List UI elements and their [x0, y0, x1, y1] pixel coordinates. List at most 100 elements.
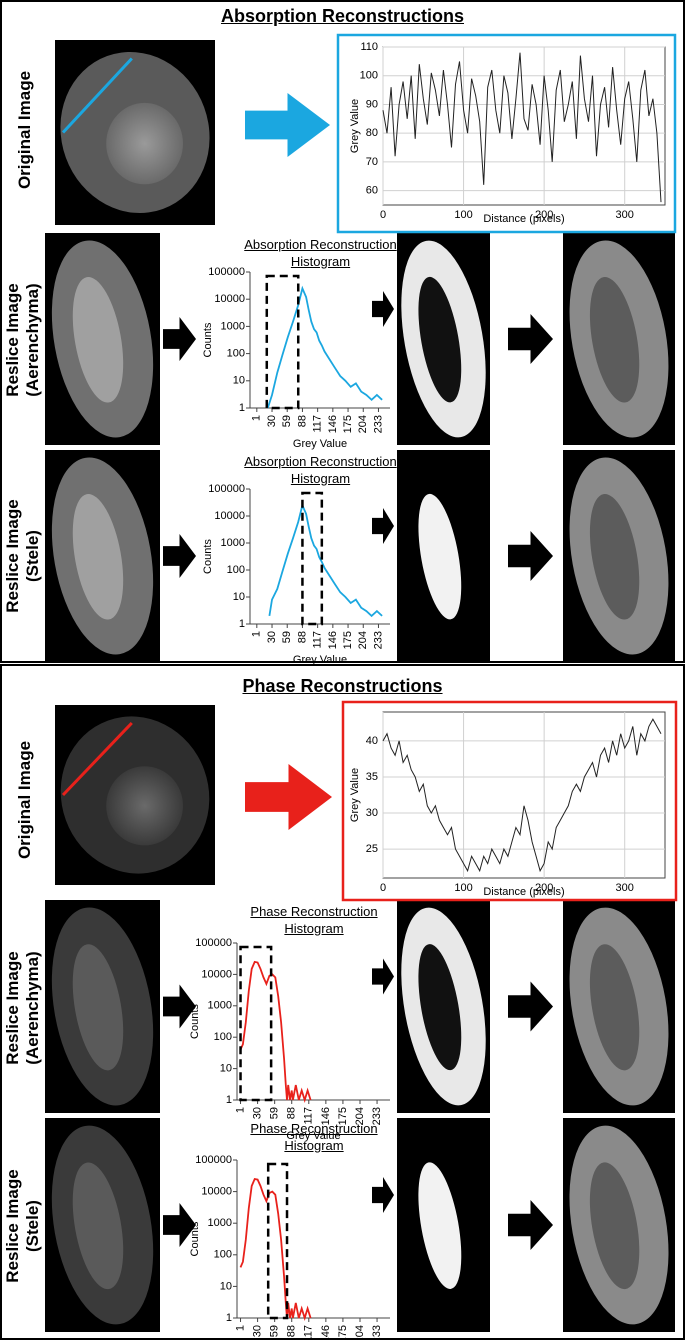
x-axis-label: Grey Value: [293, 654, 347, 666]
x-tick-label: 88: [286, 1107, 298, 1119]
y-tick-label: 10: [220, 1280, 232, 1292]
x-tick-label: 100: [454, 882, 472, 894]
section-border: [0, 664, 685, 1340]
image-stele: [418, 493, 462, 620]
x-tick-label: 233: [371, 1325, 383, 1340]
x-tick-label: 300: [616, 882, 634, 894]
y-tick-label: 1: [239, 402, 245, 414]
profile-line: [61, 721, 133, 797]
arrow: [163, 984, 196, 1029]
chart-title: Phase Reconstruction Histogram: [250, 904, 378, 936]
profile-line: [61, 57, 133, 134]
images: [45, 40, 675, 1332]
y-tick-label: 10000: [214, 293, 245, 305]
x-tick-label: 100: [454, 209, 472, 221]
image-stele: [72, 1162, 124, 1290]
image-stele: [589, 494, 640, 620]
row-label: Reslice Image (Stele): [3, 499, 42, 613]
x-tick-label: 175: [342, 415, 354, 433]
y-tick-label: 1: [226, 1094, 232, 1106]
x-tick-label: 300: [616, 209, 634, 221]
image-stele: [106, 766, 183, 846]
histogram-line: [239, 960, 312, 1104]
x-tick-label: 146: [327, 415, 339, 433]
image-stele: [418, 276, 462, 403]
image-stele: [589, 944, 640, 1071]
y-tick-label: 1: [226, 1312, 232, 1324]
x-tick-label: 117: [312, 631, 324, 649]
x-tick-label: 204: [357, 631, 369, 649]
x-tick-label: 146: [320, 1107, 332, 1125]
y-tick-label: 100000: [195, 1154, 232, 1166]
row-label: Reslice Image (Aerenchyma): [3, 951, 42, 1065]
y-tick-label: 30: [366, 807, 378, 819]
section-border: [0, 0, 685, 663]
arrow: [163, 317, 196, 361]
chart-title: Absorption Reconstruction Histogram: [244, 454, 397, 486]
x-tick-label: 1: [234, 1325, 246, 1331]
y-tick-label: 70: [366, 156, 378, 168]
histogram-line: [266, 285, 383, 409]
x-tick-label: 59: [269, 1325, 281, 1337]
y-tick-label: 100: [214, 1249, 232, 1261]
row-label: Reslice Image (Stele): [3, 1169, 42, 1283]
y-tick-label: 100: [214, 1031, 232, 1043]
y-tick-label: 100000: [208, 483, 245, 495]
x-tick-label: 1: [251, 631, 263, 637]
arrow: [245, 93, 330, 157]
image-stele: [72, 494, 124, 620]
histogram-line: [239, 1177, 312, 1322]
row-label: Original Image: [15, 70, 34, 190]
x-axis-label: Distance (pixels): [483, 886, 564, 898]
y-tick-label: 60: [366, 185, 378, 197]
x-tick-label: 59: [281, 415, 293, 427]
x-tick-label: 88: [286, 1325, 298, 1337]
y-tick-label: 10: [233, 591, 245, 603]
y-tick-label: 10: [233, 375, 245, 387]
arrow: [245, 764, 332, 830]
profile-line: [382, 718, 662, 873]
highlight-box: [265, 274, 300, 410]
row-label: Original Image: [15, 740, 34, 860]
x-axis-label: Grey Value: [286, 1130, 340, 1142]
x-tick-label: 0: [380, 209, 386, 221]
y-tick-label: 110: [360, 41, 378, 53]
x-tick-label: 59: [269, 1107, 281, 1119]
chart-frame: [341, 700, 678, 902]
y-tick-label: 100000: [195, 937, 232, 949]
x-tick-label: 30: [266, 415, 278, 427]
y-tick-label: 80: [366, 127, 378, 139]
y-axis-label: Counts: [202, 539, 214, 574]
y-tick-label: 10000: [201, 1186, 232, 1198]
arrow: [163, 534, 196, 578]
y-tick-label: 40: [366, 735, 378, 747]
x-tick-label: 233: [372, 415, 384, 433]
y-tick-label: 100: [227, 564, 245, 576]
arrow: [372, 1177, 394, 1213]
x-tick-label: 204: [357, 415, 369, 433]
x-tick-label: 30: [252, 1325, 264, 1337]
x-tick-label: 0: [380, 882, 386, 894]
x-tick-label: 59: [281, 631, 293, 643]
y-axis-label: Counts: [189, 1221, 201, 1256]
arrow: [372, 508, 394, 544]
section-title: Absorption Reconstructions: [220, 6, 464, 26]
y-tick-label: 1000: [221, 537, 245, 549]
y-axis-label: Counts: [202, 322, 214, 357]
y-tick-label: 1000: [221, 320, 245, 332]
y-axis-label: Counts: [189, 1004, 201, 1039]
highlight-box: [239, 945, 273, 1102]
image-stele: [589, 277, 640, 403]
y-tick-label: 90: [366, 98, 378, 110]
y-tick-label: 100: [360, 70, 378, 82]
y-axis-label: Grey Value: [349, 768, 361, 822]
x-tick-label: 233: [371, 1107, 383, 1125]
x-tick-label: 175: [342, 631, 354, 649]
row-label: Reslice Image (Aerenchyma): [3, 283, 42, 397]
y-tick-label: 100000: [208, 266, 245, 278]
x-tick-label: 204: [354, 1107, 366, 1125]
arrow: [508, 981, 553, 1032]
x-tick-label: 146: [320, 1325, 332, 1340]
